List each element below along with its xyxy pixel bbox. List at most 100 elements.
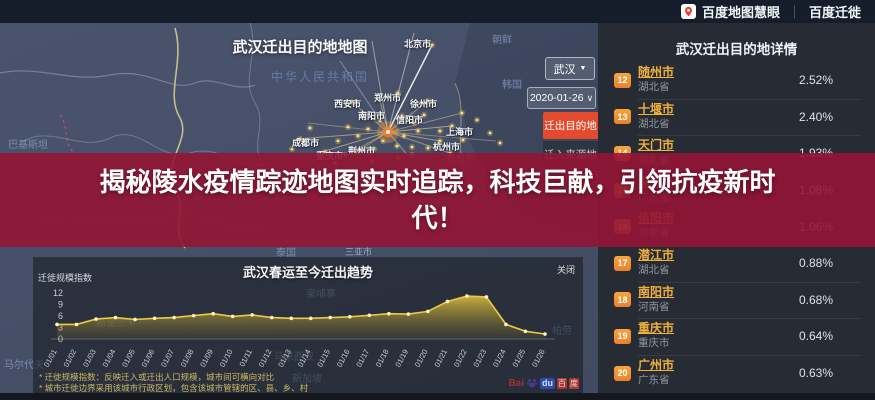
city-selector[interactable]: 武汉 ▼ bbox=[545, 57, 595, 80]
close-button[interactable]: 关闭 bbox=[556, 265, 575, 275]
details-title: 武汉迁出目的地详情 bbox=[675, 42, 798, 57]
svg-text:01/05: 01/05 bbox=[120, 348, 137, 369]
svg-text:01/12: 01/12 bbox=[257, 348, 274, 369]
outbound-destination-button[interactable]: 迁出目的地 bbox=[543, 112, 598, 139]
svg-text:01/13: 01/13 bbox=[276, 348, 293, 369]
row-divider bbox=[638, 98, 861, 100]
svg-text:01/21: 01/21 bbox=[432, 348, 449, 369]
destination-row[interactable]: 20 广州市 广东省 0.63% bbox=[598, 354, 875, 392]
svg-text:9: 9 bbox=[58, 300, 63, 310]
chart-footnotes: * 迁徙规模指数：反映迁入或迁出人口规模，城市间可横向对比 * 城市迁徙边界采用… bbox=[39, 372, 308, 394]
svg-text:01/22: 01/22 bbox=[452, 348, 469, 369]
svg-text:12: 12 bbox=[53, 288, 63, 298]
row-divider bbox=[638, 281, 861, 283]
svg-text:01/04: 01/04 bbox=[101, 348, 118, 369]
baidu-logo-bai: Bai bbox=[508, 377, 524, 389]
trend-title: 武汉春运至今迁出趋势 bbox=[242, 265, 373, 280]
rank-badge: 18 bbox=[614, 292, 631, 308]
baidu-logo-cn: 度 bbox=[569, 377, 579, 389]
destination-row[interactable]: 12 随州市 湖北省 2.52% bbox=[598, 62, 875, 99]
destination-info: 南阳市 河南省 bbox=[638, 285, 674, 314]
svg-text:01/25: 01/25 bbox=[510, 348, 527, 369]
destination-city-link[interactable]: 潜江市 bbox=[638, 247, 675, 262]
row-divider bbox=[638, 135, 861, 137]
destination-percent: 0.88% bbox=[798, 256, 833, 271]
brand-qianxi[interactable]: 百度迁徙 bbox=[808, 5, 861, 20]
chevron-down-icon: ∨ bbox=[586, 92, 594, 103]
baidu-logo-cn: 百 bbox=[557, 377, 567, 389]
destination-percent: 2.40% bbox=[798, 109, 833, 124]
top-bar: 百度地图慧眼 ｜ 百度迁徙 bbox=[0, 0, 875, 23]
date-selector-value: 2020-01-26 bbox=[529, 92, 584, 104]
trend-chart: 12963001/0101/0201/0301/0401/0501/0601/0… bbox=[42, 288, 555, 369]
brand-separator: ｜ bbox=[787, 5, 801, 20]
footnote-line: * 迁徙规模指数：反映迁入或迁出人口规模，城市间可横向对比 bbox=[39, 372, 275, 382]
map-title: 武汉迁出目的地地图 bbox=[232, 39, 368, 56]
rank-badge: 12 bbox=[614, 72, 631, 88]
svg-text:01/10: 01/10 bbox=[218, 348, 235, 369]
row-divider bbox=[638, 318, 861, 320]
svg-text:01/17: 01/17 bbox=[354, 348, 371, 369]
svg-text:01/19: 01/19 bbox=[393, 348, 410, 369]
svg-text:01/08: 01/08 bbox=[179, 348, 196, 369]
destination-city-link[interactable]: 重庆市 bbox=[638, 321, 675, 336]
svg-text:01/06: 01/06 bbox=[140, 348, 157, 369]
svg-text:01/09: 01/09 bbox=[198, 348, 215, 369]
destination-row[interactable]: 13 十堰市 湖北省 2.40% bbox=[598, 98, 875, 136]
chevron-down-icon: ▼ bbox=[579, 65, 587, 72]
svg-text:6: 6 bbox=[58, 311, 63, 321]
date-selector[interactable]: 2020-01-26 ∨ bbox=[527, 87, 596, 109]
destination-info: 十堰市 湖北省 bbox=[638, 102, 674, 131]
destination-row[interactable]: 17 潜江市 湖北省 0.88% bbox=[598, 244, 875, 282]
y-axis-label: 迁徙规模指数 bbox=[38, 273, 93, 283]
city-selector-label: 武汉 bbox=[553, 63, 576, 76]
promo-banner-text: 揭秘陵水疫情踪迹地图实时追踪，科技巨献，引领抗疫新时代！ bbox=[99, 167, 776, 233]
svg-text:01/16: 01/16 bbox=[335, 348, 352, 369]
brand-links[interactable]: 百度地图慧眼 ｜ 百度迁徙 bbox=[680, 2, 861, 21]
destination-city-link[interactable]: 广州市 bbox=[638, 357, 675, 372]
svg-text:01/03: 01/03 bbox=[81, 348, 98, 369]
rank-badge: 17 bbox=[614, 255, 631, 271]
destination-province: 湖北省 bbox=[638, 263, 670, 276]
baidu-logo-du: du bbox=[540, 377, 555, 389]
destination-info: 广州市 广东省 bbox=[638, 358, 674, 387]
svg-text:01/01: 01/01 bbox=[42, 348, 59, 369]
destination-province: 重庆市 bbox=[638, 337, 670, 350]
svg-text:01/02: 01/02 bbox=[62, 348, 79, 369]
destination-province: 河南省 bbox=[638, 300, 670, 313]
svg-text:01/26: 01/26 bbox=[530, 348, 547, 369]
destination-city-link[interactable]: 随州市 bbox=[638, 65, 675, 79]
destination-percent: 0.68% bbox=[798, 292, 833, 307]
destination-percent: 2.52% bbox=[798, 73, 833, 88]
brand-huiyan[interactable]: 百度地图慧眼 bbox=[701, 5, 780, 20]
svg-text:01/20: 01/20 bbox=[413, 348, 430, 369]
destination-city-link[interactable]: 十堰市 bbox=[638, 101, 675, 116]
destination-row[interactable]: 19 重庆市 重庆市 0.64% bbox=[598, 318, 875, 355]
bottom-strip bbox=[0, 393, 875, 400]
destination-province: 湖北省 bbox=[638, 81, 670, 93]
svg-text:01/18: 01/18 bbox=[374, 348, 391, 369]
destination-info: 重庆市 重庆市 bbox=[638, 321, 674, 350]
rank-badge: 20 bbox=[614, 365, 631, 381]
footnote-line: * 城市迁徙边界采用该城市行政区划，包含该城市管辖的区、县、乡、村 bbox=[39, 383, 309, 393]
trend-panel: 12963001/0101/0201/0301/0401/0501/0601/0… bbox=[33, 257, 583, 397]
svg-text:01/14: 01/14 bbox=[296, 348, 313, 369]
row-divider bbox=[638, 354, 861, 356]
svg-text:01/23: 01/23 bbox=[471, 348, 488, 369]
map-country-label: 中华人民共和国 bbox=[270, 70, 369, 84]
destination-city-link[interactable]: 天门市 bbox=[638, 138, 675, 153]
svg-text:01/07: 01/07 bbox=[159, 348, 176, 369]
destination-row[interactable]: 18 南阳市 河南省 0.68% bbox=[598, 281, 875, 319]
destination-province: 湖北省 bbox=[638, 117, 670, 130]
destination-info: 随州市 湖北省 bbox=[638, 65, 674, 94]
baidu-paw-icon bbox=[526, 379, 538, 388]
destination-city-link[interactable]: 南阳市 bbox=[638, 284, 675, 299]
svg-text:01/24: 01/24 bbox=[491, 348, 508, 369]
destination-province: 广东省 bbox=[638, 373, 670, 386]
svg-text:01/11: 01/11 bbox=[237, 348, 253, 368]
baidu-logo: Bai du 百 度 bbox=[508, 377, 579, 389]
map-pin-icon bbox=[680, 4, 696, 19]
rank-badge: 19 bbox=[614, 328, 631, 344]
destination-percent: 0.63% bbox=[798, 366, 833, 381]
